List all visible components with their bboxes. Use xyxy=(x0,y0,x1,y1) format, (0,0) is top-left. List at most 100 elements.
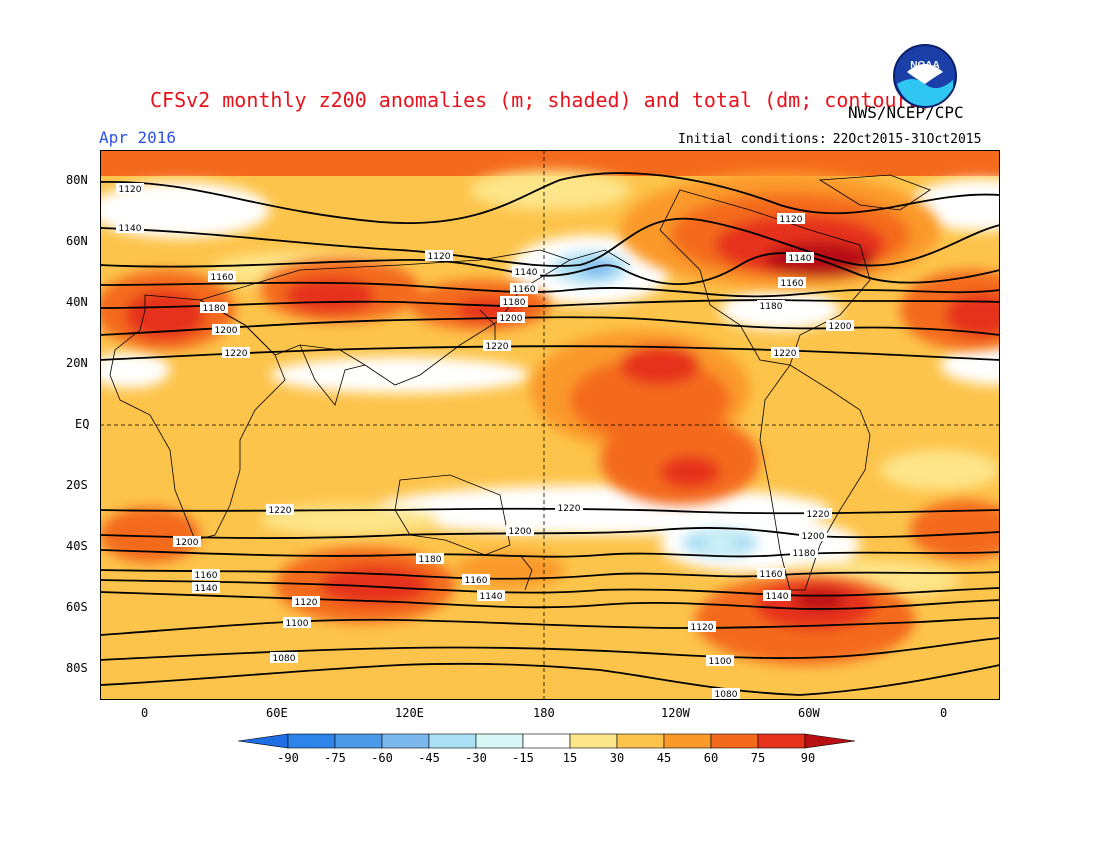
contour-label: 1180 xyxy=(416,553,444,565)
svg-text:1120: 1120 xyxy=(119,185,142,195)
colorbar-label: 75 xyxy=(750,751,766,765)
contour-label: 1200 xyxy=(826,320,854,332)
lon-label: 120E xyxy=(395,706,424,720)
svg-text:1080: 1080 xyxy=(715,690,738,700)
contour-labels: 1120 1140 1160 1180 1200 1220 1120 1140 … xyxy=(116,183,854,700)
colorbar-label: -60 xyxy=(371,751,393,765)
colorbar-label: -15 xyxy=(512,751,534,765)
svg-text:1200: 1200 xyxy=(509,527,532,537)
contour-label: 1140 xyxy=(192,582,220,594)
lat-label: 40N xyxy=(66,295,88,309)
contour-label: 1200 xyxy=(173,536,201,548)
svg-text:1160: 1160 xyxy=(211,273,234,283)
contour-label: 1180 xyxy=(757,300,785,312)
initial-conditions: Initial conditions: 22Oct2015-31Oct2015 xyxy=(672,132,981,147)
colorbar-label: 30 xyxy=(609,751,625,765)
colorbar-label: 90 xyxy=(800,751,816,765)
colorbar-cell xyxy=(804,733,856,749)
svg-text:1120: 1120 xyxy=(691,623,714,633)
colorbar-cell xyxy=(522,733,571,749)
svg-text:1200: 1200 xyxy=(802,532,825,542)
contour-label: 1120 xyxy=(777,213,805,225)
chart-title: CFSv2 monthly z200 anomalies (m; shaded)… xyxy=(150,88,933,112)
contour-label: 1160 xyxy=(510,283,538,295)
lat-label: EQ xyxy=(75,417,90,431)
svg-text:1220: 1220 xyxy=(558,504,581,514)
svg-text:1160: 1160 xyxy=(195,571,218,581)
colorbar-cell xyxy=(663,733,712,749)
contour-label: 1100 xyxy=(706,655,734,667)
colorbar-cells xyxy=(238,733,856,749)
svg-text:1200: 1200 xyxy=(500,314,523,324)
lon-label: 60W xyxy=(798,706,820,720)
colorbar-label: -75 xyxy=(324,751,346,765)
svg-text:1140: 1140 xyxy=(119,224,142,234)
lat-label: 20N xyxy=(66,356,88,370)
colorbar-cell xyxy=(238,733,289,749)
svg-text:1100: 1100 xyxy=(709,657,732,667)
noaa-logo: NOAA xyxy=(893,44,957,108)
svg-text:1100: 1100 xyxy=(286,619,309,629)
contour-label: 1220 xyxy=(804,508,832,520)
svg-text:1180: 1180 xyxy=(419,555,442,565)
contour-label: 1180 xyxy=(790,547,818,559)
svg-text:1140: 1140 xyxy=(515,268,538,278)
contour-label: 1080 xyxy=(270,652,298,664)
svg-text:1220: 1220 xyxy=(269,506,292,516)
contour-label: 1160 xyxy=(462,574,490,586)
colorbar-cell xyxy=(334,733,383,749)
contour-label: 1160 xyxy=(208,271,236,283)
contour-label: 1160 xyxy=(757,568,785,580)
lat-label: 60N xyxy=(66,234,88,248)
colorbar-cell xyxy=(569,733,618,749)
lat-label: 20S xyxy=(66,478,88,492)
lon-label: 60E xyxy=(266,706,288,720)
svg-text:1180: 1180 xyxy=(793,549,816,559)
contour-label: 1160 xyxy=(192,569,220,581)
svg-text:1160: 1160 xyxy=(760,570,783,580)
contour-label: 1200 xyxy=(212,324,240,336)
svg-text:1160: 1160 xyxy=(513,285,536,295)
contour-label: 1100 xyxy=(283,617,311,629)
svg-text:1200: 1200 xyxy=(215,326,238,336)
contour-label: 1220 xyxy=(555,502,583,514)
colorbar-label: 60 xyxy=(703,751,719,765)
svg-text:1080: 1080 xyxy=(273,654,296,664)
lat-label: 60S xyxy=(66,600,88,614)
colorbar-label: -90 xyxy=(277,751,299,765)
svg-text:1220: 1220 xyxy=(225,349,248,359)
colorbar-cell xyxy=(757,733,806,749)
lon-label: 0 xyxy=(141,706,149,720)
colorbar xyxy=(238,733,856,749)
contour-label: 1220 xyxy=(266,504,294,516)
lat-label: 80N xyxy=(66,173,88,187)
lon-label: 180 xyxy=(533,706,555,720)
noaa-logo-text: NOAA xyxy=(910,60,939,71)
svg-text:1180: 1180 xyxy=(203,304,226,314)
svg-text:1140: 1140 xyxy=(789,254,812,264)
contour-label: 1200 xyxy=(497,312,525,324)
initial-conditions-value: 22Oct2015-31Oct2015 xyxy=(832,132,982,147)
contour-label: 1120 xyxy=(116,183,144,195)
contour-label: 1140 xyxy=(116,222,144,234)
lon-label: 0 xyxy=(940,706,948,720)
colorbar-label: -30 xyxy=(465,751,487,765)
initial-conditions-label: Initial conditions: xyxy=(678,132,827,147)
colorbar-label: -45 xyxy=(418,751,440,765)
colorbar-label: 15 xyxy=(562,751,578,765)
svg-text:1180: 1180 xyxy=(760,302,783,312)
svg-text:1220: 1220 xyxy=(486,342,509,352)
svg-text:1120: 1120 xyxy=(780,215,803,225)
colorbar-cell xyxy=(710,733,759,749)
lon-label: 120W xyxy=(661,706,690,720)
contour-label: 1140 xyxy=(763,590,791,602)
svg-text:1220: 1220 xyxy=(774,349,797,359)
svg-text:1200: 1200 xyxy=(176,538,199,548)
contour-label: 1220 xyxy=(771,347,799,359)
svg-text:1140: 1140 xyxy=(195,584,218,594)
contour-label: 1120 xyxy=(425,250,453,262)
contour-label: 1180 xyxy=(500,296,528,308)
svg-text:1120: 1120 xyxy=(295,598,318,608)
colorbar-cell xyxy=(381,733,430,749)
svg-text:1160: 1160 xyxy=(781,279,804,289)
